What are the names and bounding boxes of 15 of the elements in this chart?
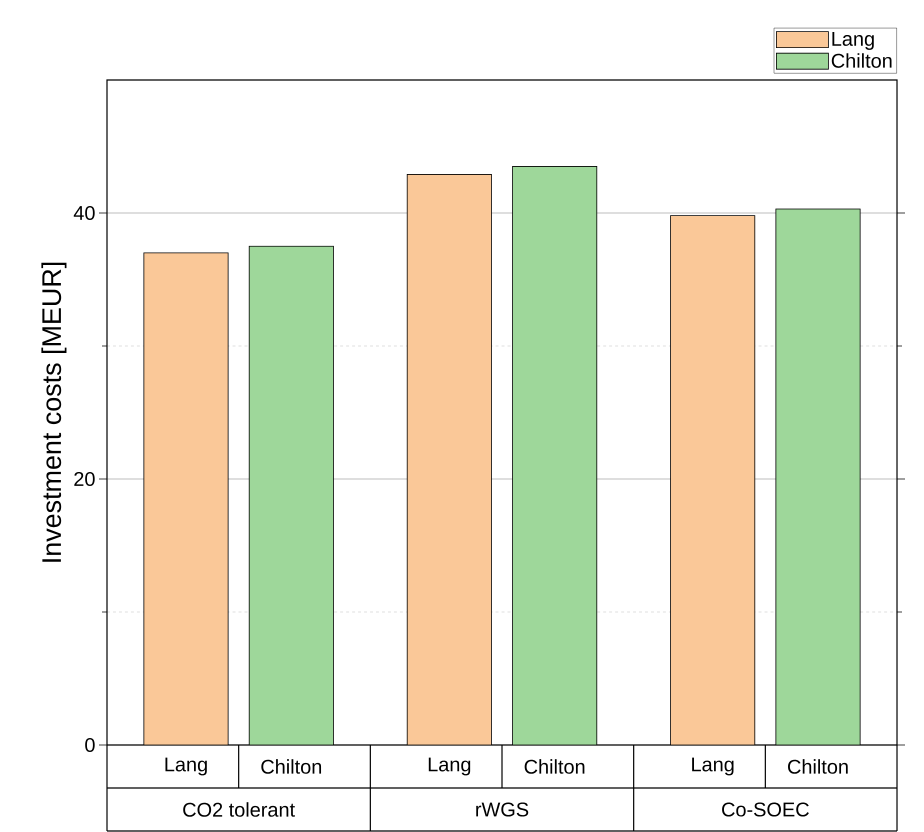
text: Lang: [428, 758, 470, 776]
y-axis-title: Investment costs [MEUR]: [41, 262, 66, 562]
y-tick-label: 20: [74, 472, 95, 486]
legend-label: Lang: [832, 32, 874, 50]
x-tick-label: rWGS: [476, 802, 528, 817]
y-tick-label: 40: [74, 206, 95, 220]
text: Lang: [692, 758, 734, 776]
legend-label: Chilton: [261, 759, 322, 774]
text: Chilton: [832, 53, 892, 68]
text: Lang: [165, 758, 207, 776]
y-tick-label: 0: [85, 738, 95, 752]
text: Chilton: [788, 759, 848, 774]
text: Chilton: [524, 759, 584, 774]
x-tick-label: Co-SOEC: [722, 802, 809, 817]
x-tick-label: CO2 tolerant: [183, 802, 295, 817]
